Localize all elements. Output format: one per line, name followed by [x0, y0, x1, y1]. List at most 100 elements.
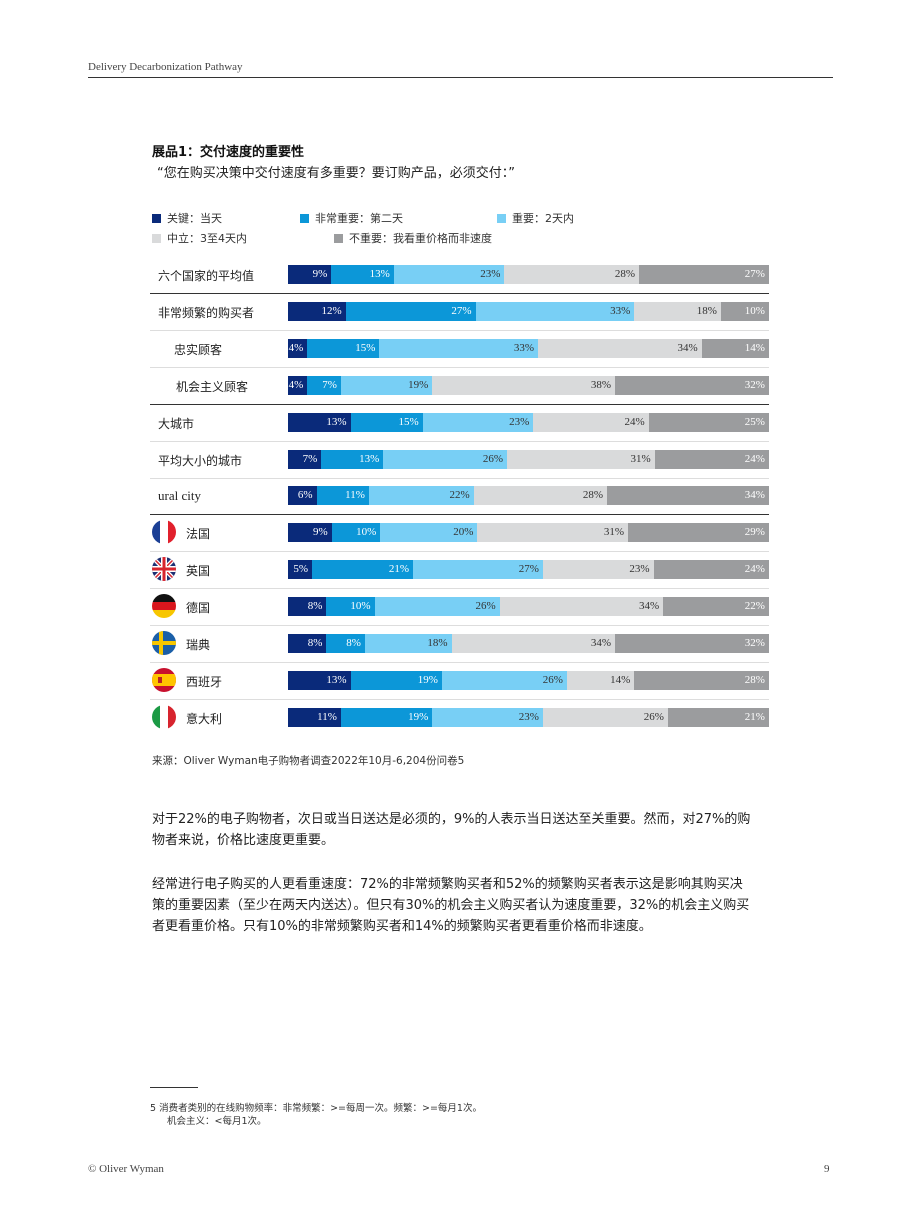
data-label: 18%: [427, 637, 448, 649]
data-label: 29%: [744, 526, 765, 539]
stacked-bar: 6% 11% 22% 28% 34%: [288, 486, 769, 506]
bar-segment-same-day: 5%: [288, 560, 313, 580]
bar-segment-neutral: 31%: [507, 449, 655, 469]
data-label: 13%: [326, 415, 347, 428]
bar-segment-neutral: 28%: [504, 265, 640, 284]
footnote-line-2: 机会主义：<每月1次。: [167, 1116, 267, 1127]
data-label: 20%: [453, 526, 474, 539]
data-label: 34%: [744, 489, 765, 502]
data-label: 14%: [744, 341, 765, 354]
data-label: 23%: [509, 415, 530, 428]
legend-label: 不重要：我看重价格而非速度: [349, 232, 492, 245]
data-label: 7%: [302, 452, 318, 465]
legend-swatch: [334, 233, 343, 243]
bar-segment-not-important: 34%: [607, 486, 769, 506]
exhibit-title: 展品1：交付速度的重要性: [152, 145, 305, 160]
bar-segment-two-days: 33%: [475, 301, 635, 321]
body-paragraph-2: 经常进行电子购买的人更看重速度：72%的非常频繁购买者和52%的频繁购买者表示这…: [152, 877, 750, 934]
stacked-bar: 4% 7% 19% 38% 32%: [288, 375, 769, 395]
data-label: 19%: [417, 673, 438, 686]
legend-label: 非常重要：第二天: [315, 212, 403, 225]
data-label: 8%: [307, 637, 323, 649]
row-divider: [150, 366, 769, 368]
bar-segment-not-important: 14%: [701, 338, 769, 358]
stacked-bar: 5% 21% 27% 23% 24%: [288, 560, 769, 580]
bar-segment-next-day: 21%: [312, 560, 414, 580]
data-label: 13%: [369, 268, 390, 280]
data-label: 4%: [288, 341, 304, 354]
bar-segment-next-day: 19%: [340, 707, 433, 727]
bar-segment-neutral: 38%: [432, 375, 616, 395]
data-label: 28%: [744, 673, 765, 686]
bar-segment-next-day: 7%: [307, 375, 341, 395]
bar-segment-next-day: 11%: [316, 486, 369, 506]
data-label: 6%: [297, 489, 313, 502]
data-label: 33%: [513, 341, 535, 354]
data-label: 33%: [610, 304, 631, 317]
bar-segment-next-day: 27%: [345, 301, 476, 321]
stacked-bar: 12% 27% 33% 18% 10%: [288, 301, 769, 321]
data-label: 34%: [677, 341, 698, 354]
bar-segment-not-important: 32%: [615, 634, 769, 653]
row-label: 忠实顾客: [174, 342, 223, 357]
header-divider: [88, 77, 833, 78]
stacked-bar: 4% 15% 33% 34% 14%: [288, 338, 769, 358]
bar-segment-not-important: 24%: [654, 449, 769, 469]
bar-segment-two-days: 18%: [364, 634, 452, 653]
bar-segment-two-days: 23%: [393, 265, 505, 284]
footer-copyright: © Oliver Wyman: [88, 1163, 164, 1175]
flag-se-icon: [152, 631, 176, 655]
flag-uk-icon: [152, 557, 176, 582]
row-label: 法国: [186, 527, 211, 542]
row-label: 英国: [186, 564, 211, 579]
stacked-bar: 9% 10% 20% 31% 29%: [288, 523, 769, 543]
data-label: 14%: [610, 673, 631, 686]
flag-it-icon: [152, 704, 176, 729]
bar-segment-same-day: 13%: [288, 670, 351, 690]
bar-segment-next-day: 15%: [307, 338, 380, 358]
bar-segment-neutral: 14%: [566, 670, 635, 690]
row-label: ural city: [158, 488, 201, 504]
row-divider: [150, 514, 769, 516]
data-label: 32%: [744, 637, 765, 649]
bar-segment-next-day: 10%: [331, 523, 381, 543]
bar-segment-neutral: 34%: [499, 597, 664, 617]
bar-segment-same-day: 7%: [288, 449, 322, 469]
row-label: 平均大小的城市: [158, 453, 243, 468]
bar-segment-two-days: 23%: [422, 412, 534, 432]
row-divider: [150, 403, 769, 405]
data-label: 24%: [744, 563, 765, 576]
bar-segment-same-day: 12%: [288, 301, 346, 321]
data-label: 11%: [317, 710, 337, 723]
row-divider: [150, 662, 769, 663]
bar-segment-neutral: 31%: [477, 523, 629, 543]
data-label: 11%: [345, 489, 365, 502]
bar-segment-same-day: 13%: [288, 412, 351, 432]
data-label: 22%: [744, 600, 765, 613]
data-label: 34%: [590, 637, 612, 649]
body-paragraph-1: 对于22%的电子购物者，次日或当日送达是必须的，9%的人表示当日送达至关重要。然…: [152, 812, 751, 848]
data-label: 12%: [321, 304, 342, 317]
bar-segment-two-days: 20%: [380, 523, 478, 543]
flag-fr-icon: [152, 520, 176, 545]
legend-label: 重要：2天内: [512, 212, 574, 225]
bar-segment-not-important: 24%: [653, 560, 769, 580]
bar-segment-same-day: 11%: [288, 707, 341, 727]
row-label: 意大利: [186, 711, 223, 726]
data-label: 38%: [590, 378, 612, 391]
data-label: 26%: [482, 452, 504, 465]
data-label: 27%: [518, 563, 539, 576]
stacked-bar: 13% 19% 26% 14% 28%: [288, 670, 769, 690]
data-label: 27%: [744, 268, 765, 280]
stacked-bar: 8% 8% 18% 34% 32%: [288, 634, 769, 653]
bar-segment-next-day: 13%: [321, 449, 384, 469]
data-label: 10%: [350, 600, 371, 613]
data-label: 21%: [388, 563, 410, 576]
bar-segment-same-day: 9%: [288, 523, 332, 543]
data-label: 10%: [356, 526, 377, 539]
legend-swatch: [152, 213, 161, 223]
bar-segment-not-important: 32%: [615, 375, 769, 395]
bar-segment-next-day: 8%: [326, 634, 365, 653]
data-label: 23%: [480, 268, 501, 280]
row-divider: [150, 293, 769, 294]
